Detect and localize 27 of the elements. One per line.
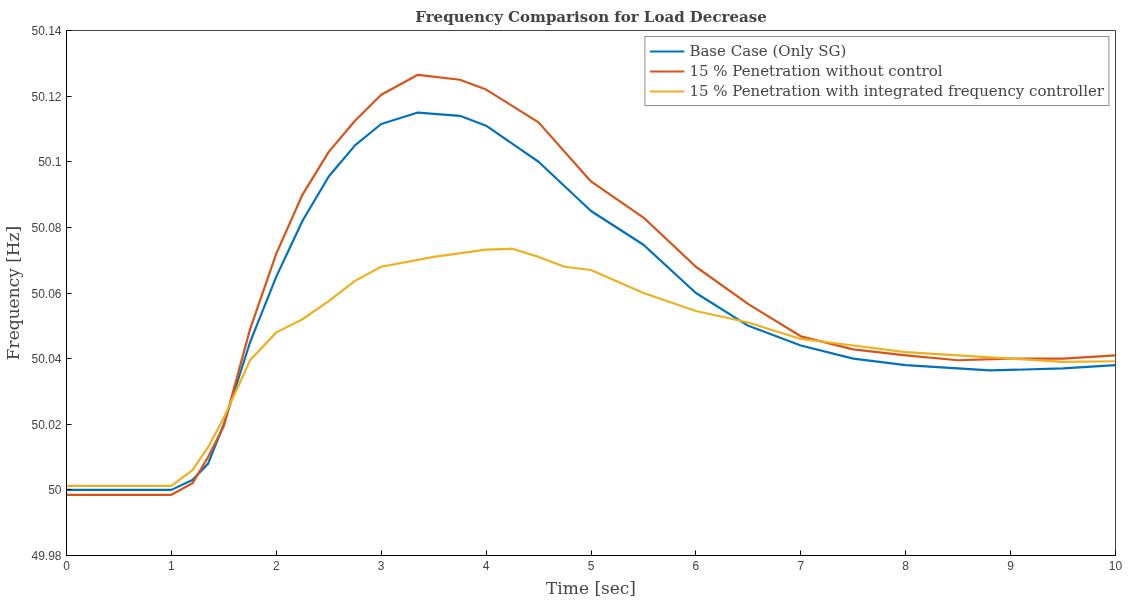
y-tick-label: 50.12 xyxy=(31,89,62,104)
x-tick-label: 4 xyxy=(482,558,490,573)
y-tick-label: 50.02 xyxy=(31,417,62,432)
y-tick-label: 50.14 xyxy=(31,24,62,38)
y-tick-label: 49.98 xyxy=(31,549,62,563)
x-tick-label: 1 xyxy=(168,558,176,573)
line-series xyxy=(66,247,1116,488)
x-tick-label: 9 xyxy=(1007,558,1015,573)
x-tick-label: 3 xyxy=(377,558,385,573)
legend-label: 15 % Penetration without control xyxy=(689,62,943,80)
y-tick-label: 50.08 xyxy=(31,220,62,235)
x-tick-label: 5 xyxy=(587,558,595,573)
y-tick-label: 50.04 xyxy=(31,352,62,367)
chart-title: Frequency Comparison for Load Decrease xyxy=(415,7,767,26)
legend-label: 15 % Penetration with integrated frequency controller xyxy=(689,82,1104,100)
x-tick-label: 6 xyxy=(692,558,700,573)
legend-label: Base Case (Only SG) xyxy=(689,42,847,60)
y-tick-label: 50.06 xyxy=(31,286,62,301)
x-tick-label: 7 xyxy=(797,558,805,573)
x-tick-label: 2 xyxy=(272,558,280,573)
x-axis-title: Time [sec] xyxy=(546,577,636,598)
y-axis-title: Frequency [Hz] xyxy=(3,225,24,361)
x-tick-label: 8 xyxy=(902,558,910,573)
x-tick-label: 10 xyxy=(1108,558,1123,573)
x-tick-label: 0 xyxy=(63,558,71,573)
y-tick-label: 50 xyxy=(48,483,62,498)
y-tick-label: 50.1 xyxy=(38,155,62,170)
